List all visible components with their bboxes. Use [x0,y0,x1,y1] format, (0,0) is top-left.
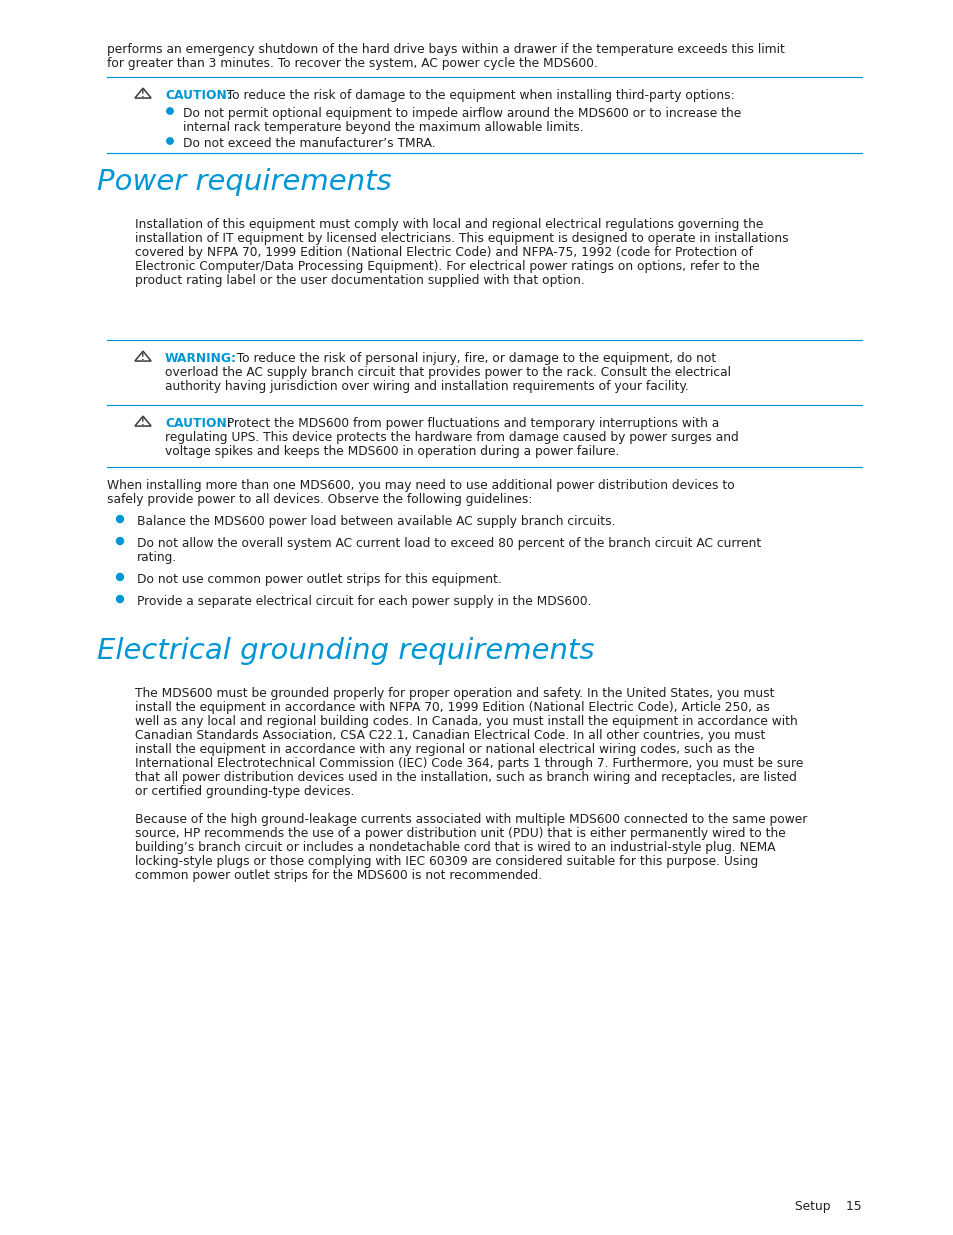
Text: !: ! [141,353,145,362]
Text: !: ! [141,417,145,427]
Text: product rating label or the user documentation supplied with that option.: product rating label or the user documen… [135,274,584,287]
Text: authority having jurisdiction over wiring and installation requirements of your : authority having jurisdiction over wirin… [165,380,688,393]
Text: To reduce the risk of damage to the equipment when installing third-party option: To reduce the risk of damage to the equi… [219,89,734,103]
Text: Setup    15: Setup 15 [795,1200,862,1213]
Circle shape [167,107,173,114]
Text: voltage spikes and keeps the MDS600 in operation during a power failure.: voltage spikes and keeps the MDS600 in o… [165,445,618,458]
Text: or certified grounding-type devices.: or certified grounding-type devices. [135,785,355,798]
Text: Power requirements: Power requirements [97,168,392,196]
Text: that all power distribution devices used in the installation, such as branch wir: that all power distribution devices used… [135,771,796,784]
Text: Installation of this equipment must comply with local and regional electrical re: Installation of this equipment must comp… [135,219,762,231]
Text: overload the AC supply branch circuit that provides power to the rack. Consult t: overload the AC supply branch circuit th… [165,366,730,379]
Text: well as any local and regional building codes. In Canada, you must install the e: well as any local and regional building … [135,715,797,727]
Text: Do not use common power outlet strips for this equipment.: Do not use common power outlet strips fo… [137,573,501,585]
Text: rating.: rating. [137,551,177,564]
Text: Protect the MDS600 from power fluctuations and temporary interruptions with a: Protect the MDS600 from power fluctuatio… [219,417,719,430]
Text: Do not permit optional equipment to impede airflow around the MDS600 or to incre: Do not permit optional equipment to impe… [183,107,740,120]
Text: Do not exceed the manufacturer’s TMRA.: Do not exceed the manufacturer’s TMRA. [183,137,436,149]
Text: safely provide power to all devices. Observe the following guidelines:: safely provide power to all devices. Obs… [107,493,532,506]
Text: CAUTION:: CAUTION: [165,89,232,103]
Text: source, HP recommends the use of a power distribution unit (PDU) that is either : source, HP recommends the use of a power… [135,827,785,840]
Text: performs an emergency shutdown of the hard drive bays within a drawer if the tem: performs an emergency shutdown of the ha… [107,43,784,56]
Text: installation of IT equipment by licensed electricians. This equipment is designe: installation of IT equipment by licensed… [135,232,788,245]
Text: Provide a separate electrical circuit for each power supply in the MDS600.: Provide a separate electrical circuit fo… [137,595,591,608]
Circle shape [116,595,123,603]
Text: covered by NFPA 70, 1999 Edition (National Electric Code) and NFPA-75, 1992 (cod: covered by NFPA 70, 1999 Edition (Nation… [135,246,752,259]
Text: To reduce the risk of personal injury, fire, or damage to the equipment, do not: To reduce the risk of personal injury, f… [229,352,716,366]
Text: locking-style plugs or those complying with IEC 60309 are considered suitable fo: locking-style plugs or those complying w… [135,855,758,868]
Circle shape [116,537,123,545]
Text: International Electrotechnical Commission (IEC) Code 364, parts 1 through 7. Fur: International Electrotechnical Commissio… [135,757,802,769]
Text: install the equipment in accordance with NFPA 70, 1999 Edition (National Electri: install the equipment in accordance with… [135,701,769,714]
Text: common power outlet strips for the MDS600 is not recommended.: common power outlet strips for the MDS60… [135,869,541,882]
Text: internal rack temperature beyond the maximum allowable limits.: internal rack temperature beyond the max… [183,121,583,135]
Text: Electronic Computer/Data Processing Equipment). For electrical power ratings on : Electronic Computer/Data Processing Equi… [135,261,759,273]
Text: building’s branch circuit or includes a nondetachable cord that is wired to an i: building’s branch circuit or includes a … [135,841,775,853]
Text: Electrical grounding requirements: Electrical grounding requirements [97,637,594,664]
Text: Canadian Standards Association, CSA C22.1, Canadian Electrical Code. In all othe: Canadian Standards Association, CSA C22.… [135,729,764,742]
Text: !: ! [141,90,145,99]
Text: When installing more than one MDS600, you may need to use additional power distr: When installing more than one MDS600, yo… [107,479,734,492]
Text: CAUTION:: CAUTION: [165,417,232,430]
Circle shape [167,138,173,144]
Circle shape [116,515,123,522]
Text: for greater than 3 minutes. To recover the system, AC power cycle the MDS600.: for greater than 3 minutes. To recover t… [107,57,598,70]
Text: The MDS600 must be grounded properly for proper operation and safety. In the Uni: The MDS600 must be grounded properly for… [135,687,774,700]
Circle shape [116,573,123,580]
Text: Balance the MDS600 power load between available AC supply branch circuits.: Balance the MDS600 power load between av… [137,515,615,529]
Text: install the equipment in accordance with any regional or national electrical wir: install the equipment in accordance with… [135,743,754,756]
Text: regulating UPS. This device protects the hardware from damage caused by power su: regulating UPS. This device protects the… [165,431,738,445]
Text: Because of the high ground-leakage currents associated with multiple MDS600 conn: Because of the high ground-leakage curre… [135,813,806,826]
Text: WARNING:: WARNING: [165,352,236,366]
Text: Do not allow the overall system AC current load to exceed 80 percent of the bran: Do not allow the overall system AC curre… [137,537,760,550]
